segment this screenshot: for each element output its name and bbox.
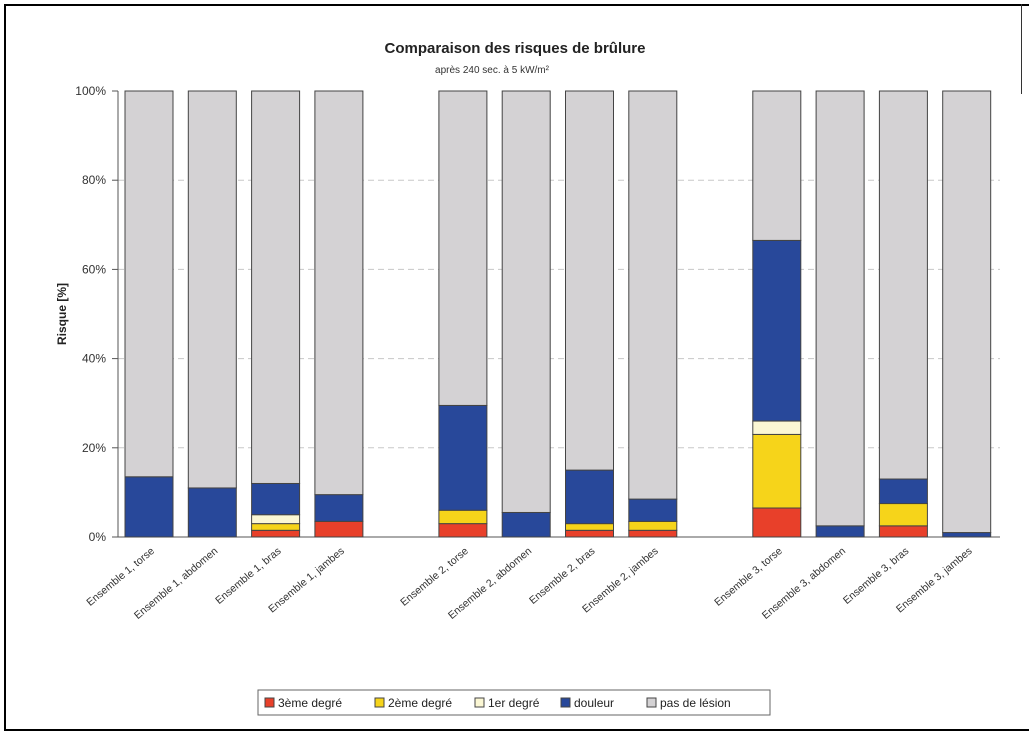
bar-segment bbox=[438, 509, 488, 525]
bar-segment bbox=[752, 420, 802, 435]
legend-item: douleur bbox=[560, 696, 614, 710]
bar-segment bbox=[251, 482, 301, 516]
bar-segment bbox=[878, 478, 928, 505]
bars bbox=[124, 90, 992, 538]
bar-segment bbox=[124, 90, 174, 478]
legend-swatch bbox=[560, 697, 571, 708]
bar-segment bbox=[314, 494, 364, 522]
bar-segment bbox=[501, 90, 551, 513]
bar-segment bbox=[628, 90, 678, 500]
y-tick-label: 40% bbox=[82, 352, 106, 366]
legend-swatch bbox=[374, 697, 385, 708]
bar-stack bbox=[124, 90, 174, 538]
bar-stack bbox=[878, 90, 928, 538]
bar-segment bbox=[942, 532, 992, 538]
legend-label: douleur bbox=[574, 696, 614, 710]
bar-segment bbox=[438, 523, 488, 538]
bar-segment bbox=[565, 90, 614, 471]
bar-segment bbox=[752, 433, 802, 509]
bar-segment bbox=[752, 507, 802, 538]
y-axis-label: Risque [%] bbox=[55, 283, 69, 345]
y-tick-label: 80% bbox=[82, 173, 106, 187]
grid bbox=[118, 179, 1000, 449]
chart-title: Comparaison des risques de brûlure bbox=[385, 40, 646, 57]
x-tick-label: Ensemble 1, torse bbox=[84, 545, 157, 609]
bar-segment bbox=[438, 404, 488, 511]
bar-segment bbox=[878, 90, 928, 480]
legend-label: pas de lésion bbox=[660, 696, 731, 710]
bar-stack bbox=[628, 90, 678, 538]
y-tick-label: 60% bbox=[82, 262, 106, 276]
x-tick-label: Ensemble 3, bras bbox=[841, 545, 911, 607]
legend: 3ème degré 2ème degré 1er degré douleur pas … bbox=[257, 689, 771, 716]
bar-stack bbox=[942, 90, 992, 538]
bar-segment bbox=[628, 498, 678, 522]
x-tick-label: Ensemble 3, torse bbox=[712, 545, 785, 609]
bar-segment bbox=[878, 525, 928, 538]
x-tick-label: Ensemble 2, torse bbox=[398, 545, 471, 609]
bar-segment bbox=[878, 503, 928, 527]
y-tick-label: 100% bbox=[75, 84, 106, 98]
bar-segment bbox=[815, 90, 865, 527]
bar-segment bbox=[942, 90, 992, 534]
y-tick-label: 0% bbox=[89, 530, 107, 544]
bar-segment bbox=[628, 520, 678, 531]
bar-segment bbox=[187, 90, 237, 489]
legend-swatch bbox=[264, 697, 275, 708]
legend-label: 3ème degré bbox=[278, 696, 342, 710]
legend-item: pas de lésion bbox=[646, 696, 731, 710]
bar-segment bbox=[438, 90, 488, 406]
legend-box bbox=[257, 689, 771, 716]
bar-segment bbox=[251, 529, 301, 538]
bar-segment bbox=[251, 523, 301, 531]
legend-swatch bbox=[474, 697, 485, 708]
legend-item: 2ème degré bbox=[374, 696, 452, 710]
legend-item: 1er degré bbox=[474, 696, 540, 710]
bar-segment bbox=[815, 525, 865, 538]
x-tick-label: Ensemble 2, bras bbox=[527, 545, 597, 607]
bar-segment bbox=[314, 520, 364, 538]
bar-segment bbox=[628, 529, 678, 538]
x-tick-label: Ensemble 1, bras bbox=[213, 545, 283, 607]
bar-segment bbox=[565, 469, 614, 525]
bar-segment bbox=[124, 476, 174, 538]
frame-edge bbox=[1021, 4, 1022, 94]
legend-label: 2ème degré bbox=[388, 696, 452, 710]
legend-label: 1er degré bbox=[488, 696, 540, 710]
bar-segment bbox=[565, 523, 614, 531]
legend-swatch bbox=[646, 697, 657, 708]
bar-stack bbox=[565, 90, 614, 538]
bar-segment bbox=[501, 511, 551, 538]
chart-subtitle: après 240 sec. à 5 kW/m² bbox=[435, 65, 550, 76]
bar-segment bbox=[752, 90, 802, 241]
bar-segment bbox=[314, 90, 364, 496]
bar-stack bbox=[314, 90, 364, 538]
bar-segment bbox=[251, 514, 301, 525]
bar-stack bbox=[251, 90, 301, 538]
bar-stack bbox=[501, 90, 551, 538]
legend-item: 3ème degré bbox=[264, 696, 342, 710]
bar-segment bbox=[251, 90, 301, 484]
bar-segment bbox=[752, 239, 802, 422]
bar-stack bbox=[815, 90, 865, 538]
bar-segment bbox=[565, 529, 614, 538]
bar-stack bbox=[438, 90, 488, 538]
bar-stack bbox=[752, 90, 802, 538]
bar-segment bbox=[187, 487, 237, 538]
y-tick-label: 20% bbox=[82, 441, 106, 455]
bar-stack bbox=[187, 90, 237, 538]
